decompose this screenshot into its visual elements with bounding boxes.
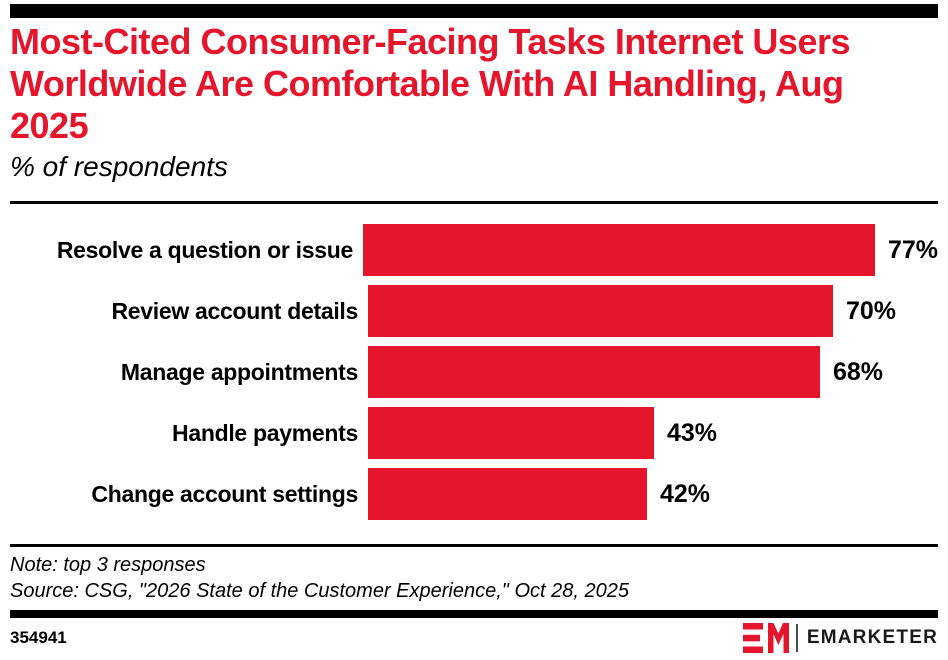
bar bbox=[368, 468, 647, 520]
chart-title: Most-Cited Consumer-Facing Tasks Interne… bbox=[10, 21, 851, 146]
top-border-bar bbox=[10, 4, 938, 18]
value-label: 43% bbox=[667, 418, 718, 447]
chart-subtitle: % of respondents bbox=[10, 151, 228, 182]
chart-row: Manage appointments 68% bbox=[10, 346, 938, 398]
note-text: Note: top 3 responses bbox=[10, 554, 206, 576]
bar bbox=[362, 224, 875, 276]
bar-chart: Resolve a question or issue 77% Review a… bbox=[10, 224, 938, 520]
category-label: Review account details bbox=[111, 297, 359, 324]
category-label: Change account settings bbox=[91, 480, 358, 507]
chart-row: Handle payments 43% bbox=[10, 407, 938, 459]
footer: 354941 EMARKETER bbox=[10, 618, 938, 658]
value-label: 42% bbox=[660, 479, 711, 508]
header-divider bbox=[10, 201, 938, 204]
value-label: 77% bbox=[887, 235, 938, 264]
chart-id: 354941 bbox=[10, 628, 67, 647]
value-label: 70% bbox=[846, 296, 897, 325]
logo-divider bbox=[795, 624, 798, 652]
bar bbox=[368, 407, 654, 459]
source-text: Source: CSG, "2026 State of the Customer… bbox=[10, 580, 629, 602]
chart-row: Review account details 70% bbox=[10, 285, 938, 337]
category-label: Resolve a question or issue bbox=[56, 236, 353, 263]
bar bbox=[368, 285, 833, 337]
brand-name: EMARKETER bbox=[806, 627, 938, 648]
footer-divider-bar bbox=[10, 610, 938, 618]
chart-row: Change account settings 42% bbox=[10, 468, 938, 520]
value-label: 68% bbox=[833, 357, 884, 386]
footnote-divider bbox=[10, 544, 938, 547]
bar bbox=[368, 346, 820, 398]
em-logo-icon bbox=[742, 623, 789, 653]
chart-row: Resolve a question or issue 77% bbox=[10, 224, 938, 276]
footnotes: Note: top 3 responses Source: CSG, "2026… bbox=[10, 552, 938, 604]
category-label: Handle payments bbox=[172, 419, 358, 446]
category-label: Manage appointments bbox=[120, 358, 358, 385]
emarketer-logo: EMARKETER bbox=[742, 623, 938, 653]
